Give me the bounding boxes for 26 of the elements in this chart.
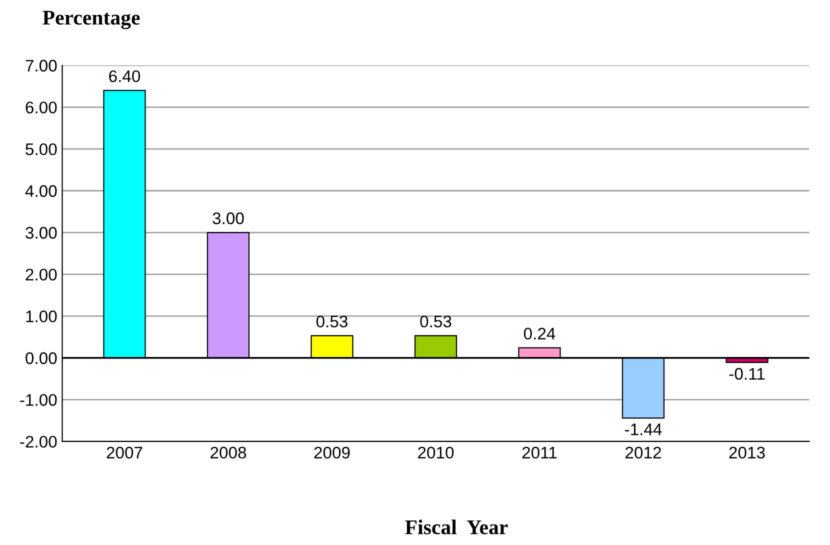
y-tick-label: 2.00 [26,268,57,281]
data-label: 6.40 [109,70,140,82]
y-tick-label: 5.00 [26,143,57,156]
data-label: -1.44 [624,424,662,436]
x-tick-label: 2009 [314,446,350,459]
y-tick-label: 7.00 [26,60,57,72]
y-tick-label: -2.00 [20,436,57,448]
y-tick-label: -1.00 [20,394,57,406]
y-tick-label: 0.00 [26,352,57,364]
x-tick-label: 2007 [106,446,142,459]
y-tick-label: 1.00 [26,310,57,322]
y-tick-label: 3.00 [26,226,57,239]
x-tick-label: 2013 [729,446,765,459]
data-label: 0.53 [420,316,452,328]
y-axis-title: Percentage [42,10,140,30]
x-tick-label: 2012 [626,446,661,459]
data-label: 0.53 [316,316,348,328]
y-tick-label: 6.00 [26,102,57,114]
data-label: 0.24 [524,328,556,340]
data-label: -0.11 [729,368,765,380]
x-tick-label: 2010 [418,446,454,459]
x-axis-title: Fiscal Year [405,520,508,534]
y-tick-label: 4.00 [25,185,57,197]
data-label: 3.00 [212,212,244,224]
x-tick-label: 2008 [210,446,246,459]
x-tick-label: 2011 [522,446,557,459]
